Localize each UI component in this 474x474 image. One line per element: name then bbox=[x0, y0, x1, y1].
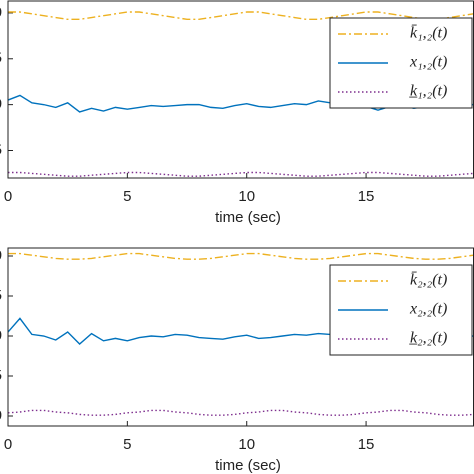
x-tick-label: 10 bbox=[238, 188, 255, 205]
series-line bbox=[8, 171, 474, 177]
series-line bbox=[8, 409, 474, 416]
y-tick-label: 0.5 bbox=[0, 50, 2, 67]
x-tick-label: 0 bbox=[4, 436, 12, 453]
legend-label: k̄₁,₂(t) bbox=[410, 25, 447, 42]
legend-label: k̲₂,₂(t) bbox=[409, 330, 448, 347]
x-tick-label: 10 bbox=[238, 436, 255, 453]
y-tick-label: 0 bbox=[0, 327, 2, 344]
x-tick-label: 5 bbox=[123, 436, 131, 453]
x-tick-label: 15 bbox=[358, 188, 375, 205]
y-tick-label: -1.0 bbox=[0, 407, 2, 424]
x-tick-label: 15 bbox=[358, 436, 375, 453]
series-line bbox=[8, 252, 474, 260]
x-axis-label: time (sec) bbox=[215, 457, 281, 474]
series-line bbox=[8, 11, 474, 21]
y-tick-label: 0 bbox=[0, 96, 2, 113]
legend-label: x₂,₂(t) bbox=[409, 301, 447, 318]
y-tick-label: 0.5 bbox=[0, 287, 2, 304]
y-tick-label: 1.0 bbox=[0, 4, 2, 21]
y-tick-label: -0.5 bbox=[0, 367, 2, 384]
x-tick-label: 0 bbox=[4, 188, 12, 205]
y-tick-label: -0.5 bbox=[0, 141, 2, 158]
x-tick-label: 5 bbox=[123, 188, 131, 205]
legend-label: k̲₁,₂(t) bbox=[409, 83, 448, 100]
legend-label: x₁,₂(t) bbox=[409, 54, 447, 71]
x-axis-label: time (sec) bbox=[215, 209, 281, 226]
legend-label: k̄₂,₂(t) bbox=[410, 272, 447, 289]
y-tick-label: 1.0 bbox=[0, 247, 2, 264]
